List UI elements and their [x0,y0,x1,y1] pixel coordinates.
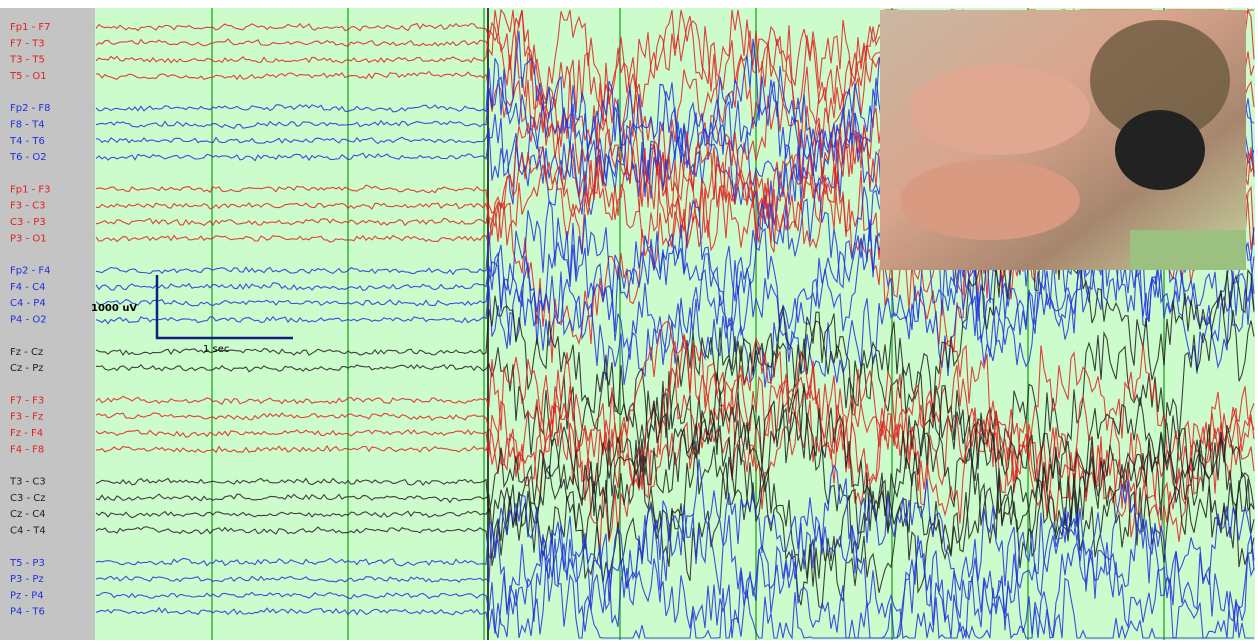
channel-label: P4 - O2 [10,315,47,326]
channel-label: T3 - T5 [9,55,45,66]
channel-label: Fp1 - F3 [10,184,51,195]
channel-label: T5 - O1 [9,71,47,82]
channel-label: C3 - P3 [10,217,46,228]
amplitude-scale: 1000 uV [91,303,137,314]
channel-label: P3 - Pz [10,574,44,585]
channel-label: T4 - T6 [9,136,45,147]
channel-label: Fz - Cz [10,347,43,358]
channel-label: F7 - F3 [10,395,44,406]
channel-label: T6 - O2 [9,152,47,163]
channel-label: C3 - Cz [10,493,46,504]
channel-label: Fp1 - F7 [10,22,51,33]
channel-label: Cz - Pz [10,363,43,374]
channel-label: P3 - O1 [10,233,47,244]
channel-label: Fz - F4 [10,428,43,439]
eeg-viewer: Fp1 - F7 F7 - T3 T3 - T5 T5 - O1 Fp2 - F8 F8 … [0,0,1258,640]
channel-label: P4 - T6 [10,607,45,618]
video-blob [1130,230,1246,270]
video-blob [910,65,1090,155]
channel-label: F4 - C4 [10,282,45,293]
channel-label: T3 - C3 [9,477,46,488]
channel-label: F8 - T4 [10,120,45,131]
time-scale: 1 sec [203,344,229,355]
video-blob [1115,110,1205,190]
channel-label: F4 - F8 [10,444,44,455]
channel-label: F7 - T3 [10,38,45,49]
channel-label: C4 - P4 [10,298,46,309]
video-blob [900,160,1080,240]
channel-label: T5 - P3 [9,558,45,569]
channel-label: F3 - Fz [10,412,43,423]
channel-label: Fp2 - F8 [10,103,51,114]
channel-labels: Fp1 - F7 F7 - T3 T3 - T5 T5 - O1 Fp2 - F8 F8 … [9,22,51,618]
channel-label: Cz - C4 [10,509,46,520]
video-inset [880,10,1246,270]
channel-label: Fp2 - F4 [10,266,51,277]
channel-label: Pz - P4 [10,590,44,601]
channel-label: C4 - T4 [10,526,46,537]
channel-label: F3 - C3 [10,201,45,212]
